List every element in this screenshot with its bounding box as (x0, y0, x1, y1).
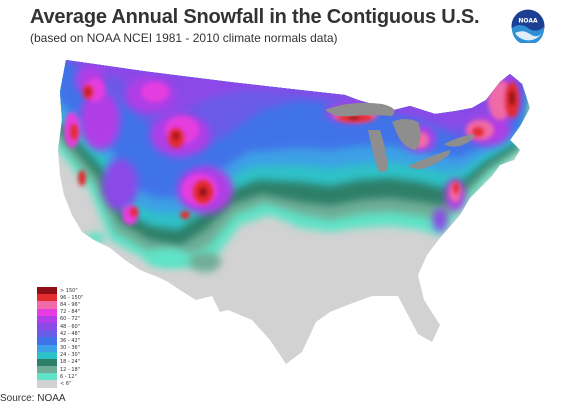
legend-swatch (37, 330, 57, 338)
legend-swatch (37, 344, 57, 352)
legend-item: 12 - 18" (37, 366, 97, 374)
legend-label: 96 - 150" (60, 294, 84, 301)
great-lakes (325, 102, 475, 173)
legend-label: 24 - 30" (60, 352, 81, 359)
legend-item: 48 - 60" (37, 322, 97, 331)
map-subtitle: (based on NOAA NCEI 1981 - 2010 climate … (30, 31, 338, 45)
legend-swatch (37, 373, 57, 381)
legend-label: 72 - 84" (60, 309, 81, 316)
legend-swatch (37, 358, 57, 367)
legend-item: 42 - 48" (37, 330, 97, 338)
legend-swatch (37, 322, 57, 331)
legend-item: < 6" (37, 380, 97, 388)
legend-item: 84 - 96" (37, 301, 97, 309)
legend-item: 24 - 30" (37, 351, 97, 359)
legend-swatch (37, 337, 57, 345)
legend-label: 36 - 42" (60, 337, 81, 344)
legend-label: 30 - 36" (60, 345, 81, 352)
legend-swatch (37, 294, 57, 302)
noaa-logo-icon: NOAA (511, 9, 545, 43)
map-title: Average Annual Snowfall in the Contiguou… (30, 6, 480, 28)
legend-swatch (37, 315, 57, 323)
legend-item: 96 - 150" (37, 294, 97, 302)
legend-label: 18 - 24" (60, 359, 81, 366)
legend-label: 42 - 48" (60, 330, 81, 337)
noaa-logo-text: NOAA (518, 18, 538, 25)
legend-item: 36 - 42" (37, 337, 97, 345)
legend-item: 72 - 84" (37, 308, 97, 316)
legend-swatch (37, 366, 57, 374)
legend-item: 30 - 36" (37, 344, 97, 352)
legend-label: < 6" (60, 381, 72, 388)
legend-swatch (37, 380, 57, 388)
legend-item: 6 - 12" (37, 373, 97, 381)
legend-label: 48 - 60" (60, 323, 81, 330)
source-credit: Source: NOAA (0, 393, 66, 404)
legend-label: 12 - 18" (60, 366, 81, 373)
legend-swatch (37, 301, 57, 309)
map-legend: > 150" 96 - 150" 84 - 96" 72 - 84" 60 - … (37, 287, 97, 388)
legend-label: > 150" (60, 287, 78, 294)
legend-item: 18 - 24" (37, 358, 97, 367)
legend-swatch (37, 351, 57, 359)
legend-swatch (37, 287, 57, 295)
legend-item: 60 - 72" (37, 315, 97, 323)
legend-swatch (37, 308, 57, 316)
legend-label: 60 - 72" (60, 316, 81, 323)
legend-label: 6 - 12" (60, 373, 77, 380)
legend-label: 84 - 96" (60, 301, 81, 308)
legend-item: > 150" (37, 287, 97, 295)
